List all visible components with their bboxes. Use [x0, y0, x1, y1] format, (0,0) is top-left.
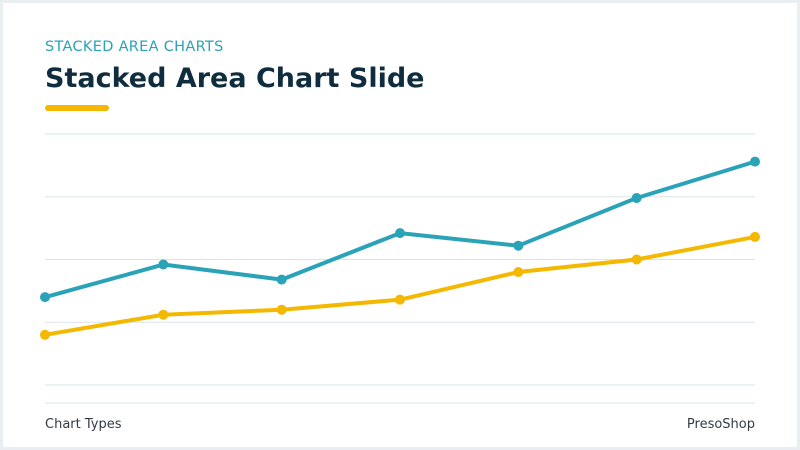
series-2-point-1	[40, 329, 50, 340]
series-1-point-7	[750, 156, 760, 167]
series-2-point-6	[631, 254, 642, 265]
series-2-point-3	[276, 304, 287, 315]
slide-kicker: STACKED AREA CHARTS	[45, 39, 224, 55]
series-1-point-6	[631, 193, 642, 204]
series-2-point-2	[158, 309, 169, 320]
footer-chart-types: Chart Types	[45, 417, 122, 432]
series-2-point-4	[395, 294, 405, 305]
series-2-point-7	[750, 231, 760, 242]
series-1-point-4	[395, 228, 405, 239]
line-chart	[40, 133, 760, 404]
title-underline-accent	[45, 105, 109, 111]
series-line-2	[43, 234, 757, 337]
slide: STACKED AREA CHARTS Stacked Area Chart S…	[3, 3, 797, 447]
series-1-point-2	[158, 259, 169, 270]
series-1-point-1	[40, 292, 50, 303]
series-1-point-5	[513, 240, 524, 251]
chart-series	[40, 156, 760, 340]
footer-brand: PresoShop	[686, 417, 755, 432]
series-1-point-3	[276, 274, 287, 285]
slide-title: Stacked Area Chart Slide	[45, 63, 425, 94]
series-2-point-5	[513, 267, 524, 278]
